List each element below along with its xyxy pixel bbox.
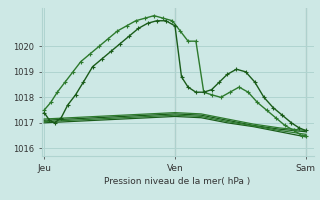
X-axis label: Pression niveau de la mer( hPa ): Pression niveau de la mer( hPa ) — [104, 177, 251, 186]
